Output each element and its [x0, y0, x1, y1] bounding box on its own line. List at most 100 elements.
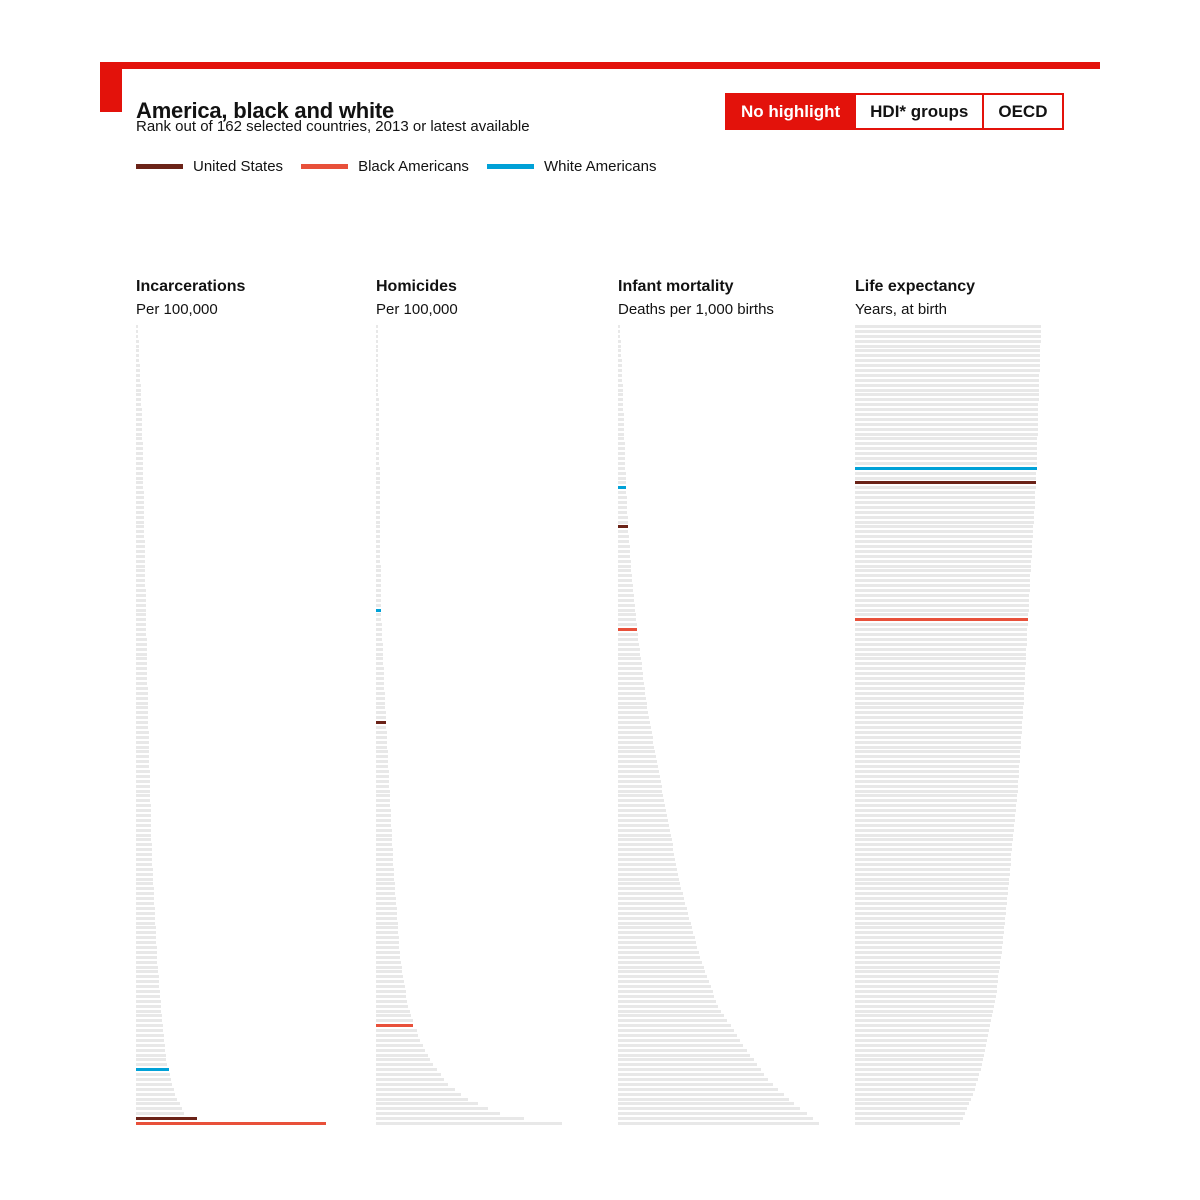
bar-country[interactable] — [136, 569, 146, 573]
bar-country[interactable] — [376, 354, 378, 358]
bar-country[interactable] — [136, 393, 141, 397]
bar-country[interactable] — [136, 461, 143, 465]
bar-country[interactable] — [136, 525, 145, 529]
bar-country[interactable] — [136, 735, 149, 739]
bar-country[interactable] — [376, 647, 383, 651]
bar-country[interactable] — [855, 373, 1040, 377]
bar-country[interactable] — [376, 1087, 455, 1091]
bar-country[interactable] — [376, 452, 380, 456]
bar-white-americans[interactable] — [376, 608, 381, 612]
bar-country[interactable] — [855, 706, 1024, 710]
bar-country[interactable] — [136, 1053, 166, 1057]
bar-country[interactable] — [618, 1029, 734, 1033]
bar-country[interactable] — [136, 867, 153, 871]
bar-country[interactable] — [136, 882, 154, 886]
bar-country[interactable] — [855, 711, 1023, 715]
bar-country[interactable] — [855, 598, 1030, 602]
bar-united-states[interactable] — [136, 1117, 197, 1121]
bar-country[interactable] — [136, 813, 151, 817]
bar-country[interactable] — [618, 681, 645, 685]
bar-country[interactable] — [136, 457, 143, 461]
bar-country[interactable] — [618, 970, 706, 974]
bar-country[interactable] — [136, 647, 147, 651]
bar-country[interactable] — [618, 1019, 728, 1023]
bar-country[interactable] — [855, 1097, 971, 1101]
bar-country[interactable] — [136, 334, 139, 338]
bar-country[interactable] — [376, 740, 387, 744]
bar-country[interactable] — [136, 1024, 163, 1028]
bar-country[interactable] — [376, 750, 388, 754]
bar-country[interactable] — [855, 1107, 967, 1111]
bar-country[interactable] — [136, 398, 142, 402]
bar-country[interactable] — [376, 623, 382, 627]
bar-country[interactable] — [136, 413, 142, 416]
bar-country[interactable] — [855, 916, 1006, 920]
bar-country[interactable] — [376, 994, 407, 998]
bar-country[interactable] — [855, 887, 1009, 891]
bar-country[interactable] — [855, 843, 1013, 847]
bar-country[interactable] — [855, 1082, 977, 1086]
bar-country[interactable] — [376, 637, 383, 641]
bar-country[interactable] — [136, 662, 147, 666]
bar-country[interactable] — [376, 491, 380, 495]
bar-country[interactable] — [136, 706, 148, 710]
bar-country[interactable] — [136, 422, 143, 426]
bar-country[interactable] — [618, 1092, 784, 1096]
bar-country[interactable] — [136, 432, 143, 436]
bar-country[interactable] — [136, 691, 148, 695]
bar-country[interactable] — [618, 667, 643, 671]
bar-country[interactable] — [376, 579, 381, 583]
bar-country[interactable] — [376, 1019, 414, 1023]
bar-country[interactable] — [136, 745, 149, 749]
bar-country[interactable] — [618, 461, 626, 465]
bar-country[interactable] — [136, 989, 160, 993]
bar-country[interactable] — [376, 422, 379, 426]
bar-country[interactable] — [618, 457, 626, 461]
bar-country[interactable] — [618, 545, 630, 549]
bar-country[interactable] — [136, 466, 143, 470]
bar-country[interactable] — [618, 623, 637, 627]
bar-country[interactable] — [136, 417, 142, 421]
bar-country[interactable] — [618, 408, 624, 412]
bar-country[interactable] — [136, 950, 157, 954]
bar-country[interactable] — [618, 857, 676, 861]
bar-country[interactable] — [855, 1019, 991, 1023]
bar-country[interactable] — [855, 1068, 981, 1072]
bar-country[interactable] — [136, 1087, 174, 1091]
bar-country[interactable] — [855, 354, 1041, 358]
bar-country[interactable] — [618, 1068, 761, 1072]
bar-country[interactable] — [136, 1048, 166, 1052]
bar-country[interactable] — [618, 862, 677, 866]
bar-country[interactable] — [376, 955, 400, 959]
bar-country[interactable] — [376, 329, 378, 333]
bar-country[interactable] — [618, 505, 627, 509]
bar-country[interactable] — [855, 393, 1039, 397]
bar-country[interactable] — [855, 383, 1040, 387]
bar-country[interactable] — [376, 735, 387, 739]
bar-country[interactable] — [376, 809, 391, 813]
bar-country[interactable] — [855, 955, 1001, 959]
bar-country[interactable] — [136, 799, 151, 803]
bar-country[interactable] — [618, 721, 650, 725]
bar-country[interactable] — [855, 813, 1016, 817]
bar-black-americans[interactable] — [618, 628, 637, 632]
bar-country[interactable] — [855, 554, 1032, 558]
bar-country[interactable] — [855, 1038, 987, 1042]
bar-country[interactable] — [376, 794, 390, 798]
bar-country[interactable] — [855, 857, 1011, 861]
bar-country[interactable] — [855, 745, 1021, 749]
bar-country[interactable] — [376, 398, 379, 402]
bar-country[interactable] — [376, 501, 380, 505]
bar-country[interactable] — [376, 945, 400, 949]
bar-country[interactable] — [136, 833, 152, 837]
bar-country[interactable] — [136, 779, 150, 783]
bar-country[interactable] — [855, 603, 1029, 607]
bar-country[interactable] — [376, 1063, 433, 1067]
bar-country[interactable] — [855, 686, 1025, 690]
bar-country[interactable] — [136, 476, 144, 480]
bar-country[interactable] — [376, 373, 379, 377]
bar-country[interactable] — [855, 911, 1006, 915]
bar-country[interactable] — [618, 735, 653, 739]
bar-country[interactable] — [618, 564, 632, 568]
bar-country[interactable] — [618, 593, 634, 597]
